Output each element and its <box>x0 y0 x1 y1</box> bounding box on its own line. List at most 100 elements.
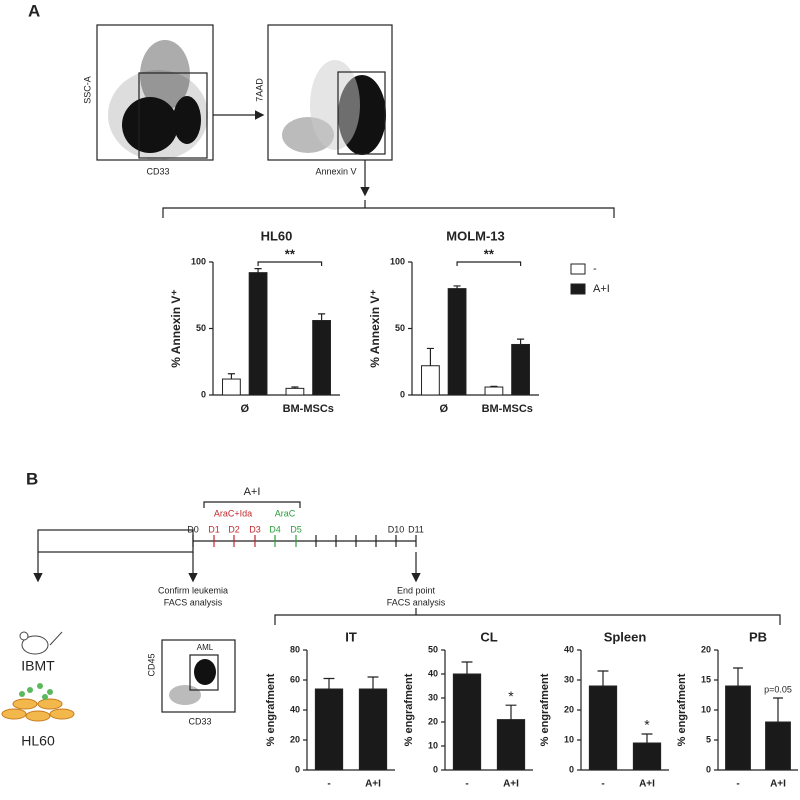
bar <box>421 365 440 396</box>
bar <box>285 387 305 396</box>
x-tick-label: Ø <box>439 403 448 415</box>
axis-label: CD33 <box>146 166 169 176</box>
y-tick-label: 0 <box>706 764 711 774</box>
gate-label: AML <box>197 643 214 652</box>
y-tick-label: 0 <box>433 764 438 774</box>
error-bar <box>227 373 235 380</box>
step-label: End point <box>397 585 436 595</box>
significance-bracket <box>456 261 522 266</box>
error-bar <box>490 385 498 388</box>
y-tick-label: 50 <box>395 323 405 333</box>
error-bar <box>318 313 326 321</box>
bar <box>725 685 751 771</box>
bar <box>765 721 791 771</box>
y-tick-label: 40 <box>428 668 438 678</box>
y-tick-label: 5 <box>706 734 711 744</box>
x-tick-label: BM-MSCs <box>283 403 334 415</box>
x-tick-label: BM-MSCs <box>482 403 533 415</box>
y-tick-label: 10 <box>428 740 438 750</box>
flow-plot: 7AAD Annexin V <box>254 24 393 176</box>
cells-icon <box>1 683 75 722</box>
chart-title: HL60 <box>261 228 293 243</box>
error-bar <box>773 697 783 722</box>
day-label: D5 <box>290 524 302 534</box>
step-label: Confirm leukemia <box>158 585 228 595</box>
chart-title: CL <box>480 629 497 644</box>
error-bar <box>323 677 335 689</box>
y-tick-label: 20 <box>290 734 300 744</box>
model-label: IBMT <box>21 658 55 674</box>
chart-title: Spleen <box>604 629 647 644</box>
x-tick-label: A+I <box>365 779 381 790</box>
y-tick-label: 0 <box>400 389 405 399</box>
annotation: ** <box>285 246 296 261</box>
drug-label: AraC <box>275 508 296 518</box>
mouse-icon <box>19 631 63 655</box>
y-axis-label: % engrafment <box>403 673 415 746</box>
bar <box>484 386 504 396</box>
y-tick-label: 30 <box>428 692 438 702</box>
axis-label: CD45 <box>146 653 156 676</box>
y-tick-label: 10 <box>564 734 574 744</box>
chart-title: PB <box>749 629 767 644</box>
y-tick-label: 40 <box>290 704 300 714</box>
y-tick-label: 20 <box>701 644 711 654</box>
step-label: FACS analysis <box>387 597 446 607</box>
panel-label: B <box>26 469 38 488</box>
bar <box>496 719 526 771</box>
y-tick-label: 0 <box>201 389 206 399</box>
x-tick-label: A+I <box>639 779 655 790</box>
axis-label: SSC-A <box>82 76 92 104</box>
y-axis-label: % engrafment <box>676 673 688 746</box>
legend-swatch <box>570 263 586 275</box>
error-bar <box>254 268 262 273</box>
error-bar <box>291 386 299 389</box>
annotation: p=0.05 <box>764 684 792 694</box>
x-tick-label: - <box>601 779 604 790</box>
legend-label: A+I <box>593 283 610 295</box>
bar <box>314 688 344 771</box>
y-tick-label: 40 <box>564 644 574 654</box>
step-label: FACS analysis <box>164 597 223 607</box>
y-tick-label: 0 <box>295 764 300 774</box>
annotation: ** <box>484 246 495 261</box>
bar <box>447 288 467 396</box>
timeline: A+I AraC+Ida AraC D0 D1 D2 D3 D4 D5 D10 D11 Con… <box>33 486 781 625</box>
error-bar <box>733 667 743 686</box>
legend-label: - <box>593 263 597 275</box>
flow-plot: SSC-A CD33 <box>82 24 214 176</box>
y-axis-label: % engrafment <box>265 673 277 746</box>
bar <box>312 320 331 396</box>
day-label: D1 <box>208 524 220 534</box>
significance-bracket <box>257 261 323 266</box>
annotation: * <box>508 688 514 704</box>
y-tick-label: 0 <box>569 764 574 774</box>
x-tick-label: - <box>736 779 739 790</box>
cells-label: HL60 <box>21 733 55 749</box>
chart-title: IT <box>345 629 357 644</box>
bracket <box>162 200 615 218</box>
axis-label: Annexin V <box>315 166 356 176</box>
panel-label: A <box>28 1 40 20</box>
day-label: D0 <box>187 524 199 534</box>
y-tick-label: 15 <box>701 674 711 684</box>
y-tick-label: 50 <box>428 644 438 654</box>
chart-title: MOLM-13 <box>446 228 505 243</box>
day-label: D10 <box>388 524 405 534</box>
bar <box>452 673 482 771</box>
bar <box>222 378 241 396</box>
y-tick-label: 80 <box>290 644 300 654</box>
y-tick-label: 100 <box>191 256 206 266</box>
bar <box>588 685 618 771</box>
day-label: D2 <box>228 524 240 534</box>
bar <box>511 343 530 396</box>
x-tick-label: Ø <box>240 403 249 415</box>
bar <box>358 688 388 771</box>
y-tick-label: 20 <box>428 716 438 726</box>
error-bar <box>453 285 461 289</box>
y-tick-label: 30 <box>564 674 574 684</box>
y-tick-label: 10 <box>701 704 711 714</box>
error-bar <box>505 704 517 720</box>
error-bar <box>517 338 525 345</box>
